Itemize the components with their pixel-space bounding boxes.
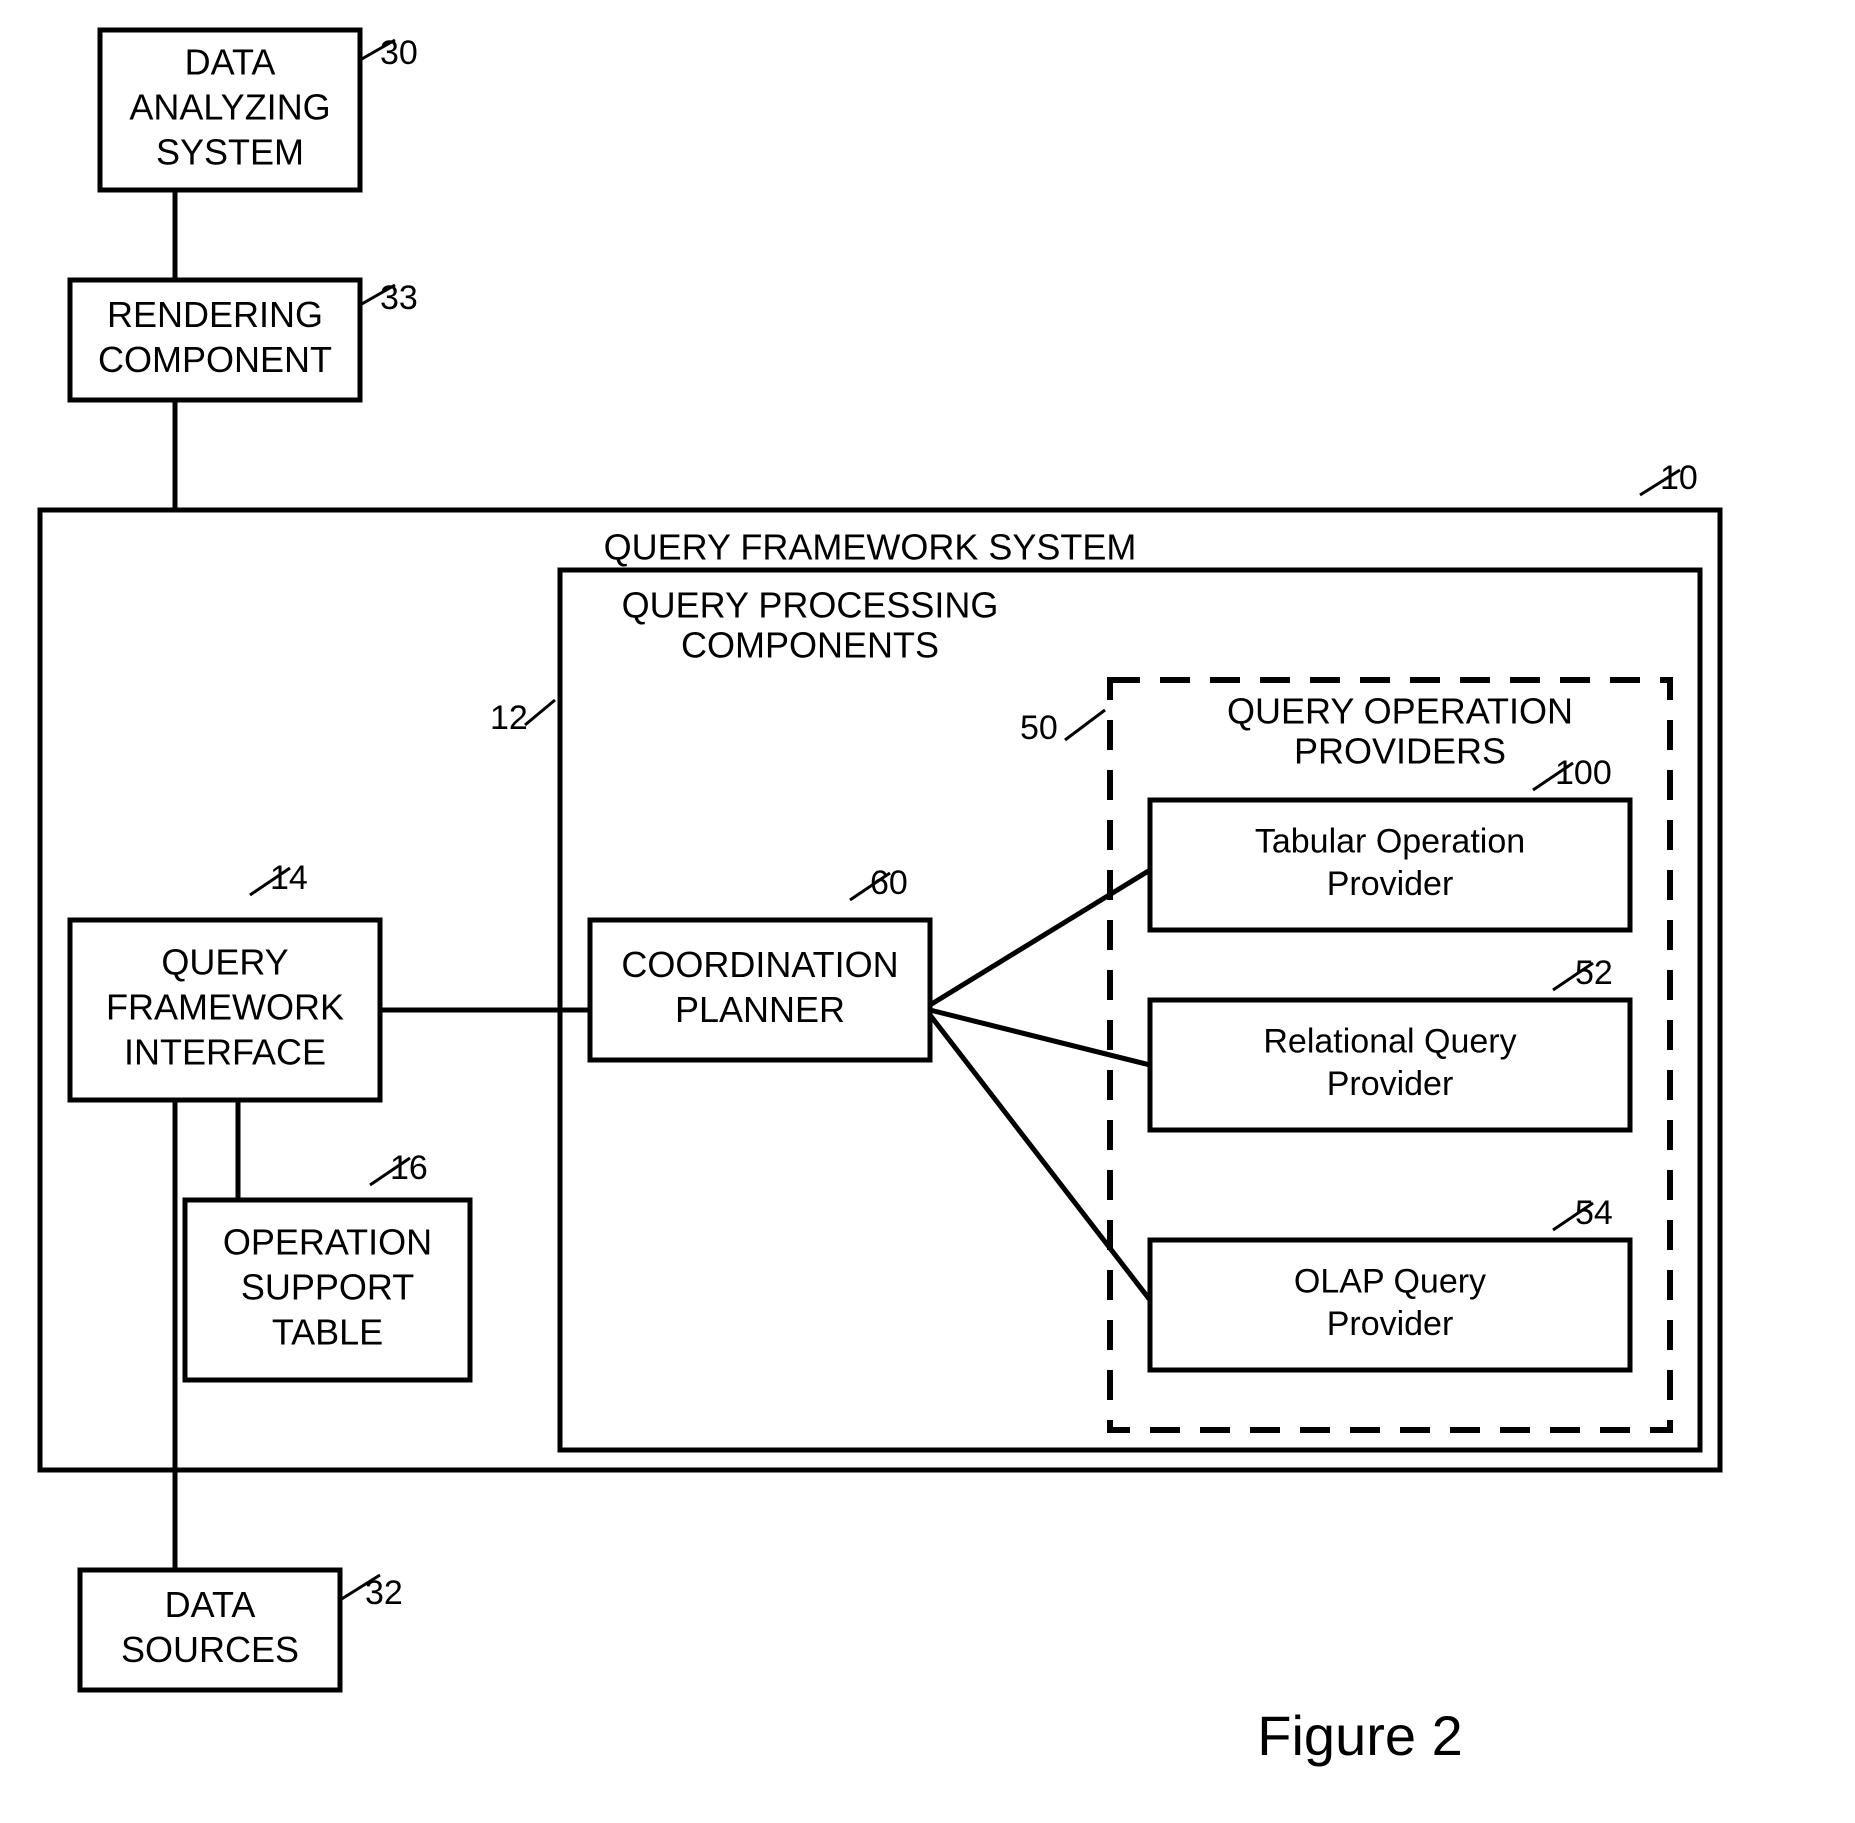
tabular-operation-provider-ref: 100	[1555, 754, 1612, 792]
olap-query-provider-label-1: Provider	[1327, 1305, 1454, 1343]
coordination-planner-label-0: COORDINATION	[621, 944, 898, 985]
operation-support-table-label-0: OPERATION	[223, 1222, 432, 1263]
query-processing-components-ref: 12	[490, 699, 528, 737]
query-operation-providers-title-0: QUERY OPERATION	[1227, 691, 1573, 732]
tabular-operation-provider-label-1: Provider	[1327, 865, 1454, 903]
rendering-component-ref: 33	[380, 279, 418, 317]
data-sources-label-0: DATA	[165, 1584, 256, 1625]
query-framework-interface-label-2: INTERFACE	[124, 1032, 326, 1073]
tabular-operation-provider-label-0: Tabular Operation	[1255, 823, 1525, 861]
figure-caption: Figure 2	[1257, 1704, 1462, 1767]
data-analyzing-system-label-2: SYSTEM	[156, 132, 304, 173]
query-operation-providers-ref: 50	[1020, 709, 1058, 747]
data-analyzing-system-ref: 30	[380, 34, 418, 72]
query-framework-interface-ref: 14	[270, 859, 308, 897]
rendering-component-label-0: RENDERING	[107, 294, 323, 335]
data-analyzing-system-label-1: ANALYZING	[129, 87, 330, 128]
query-framework-interface-label-1: FRAMEWORK	[106, 987, 344, 1028]
rendering-component-label-1: COMPONENT	[98, 339, 332, 380]
query-framework-system-ref: 10	[1660, 459, 1698, 497]
olap-query-provider-label-0: OLAP Query	[1294, 1263, 1486, 1301]
operation-support-table-label-1: SUPPORT	[241, 1267, 414, 1308]
operation-support-table-label-2: TABLE	[272, 1312, 383, 1353]
query-processing-components-title-1: COMPONENTS	[681, 625, 939, 666]
query-processing-components-title-0: QUERY PROCESSING	[622, 585, 999, 626]
figure-2-diagram: QUERY FRAMEWORK SYSTEM 10 QUERY PROCESSING…	[0, 0, 1855, 1823]
operation-support-table-ref: 16	[390, 1149, 428, 1187]
query-operation-providers-title-1: PROVIDERS	[1294, 731, 1506, 772]
coordination-planner-label-1: PLANNER	[675, 989, 845, 1030]
olap-query-provider-ref: 54	[1575, 1194, 1613, 1232]
relational-query-provider-ref: 52	[1575, 954, 1613, 992]
data-sources-ref: 32	[365, 1574, 403, 1612]
data-analyzing-system-label-0: DATA	[185, 42, 276, 83]
query-framework-system-title: QUERY FRAMEWORK SYSTEM	[604, 527, 1137, 568]
coordination-planner-ref: 60	[870, 864, 908, 902]
data-sources-label-1: SOURCES	[121, 1629, 299, 1670]
relational-query-provider-label-1: Provider	[1327, 1065, 1454, 1103]
query-framework-interface-label-0: QUERY	[161, 942, 288, 983]
relational-query-provider-label-0: Relational Query	[1263, 1023, 1516, 1061]
